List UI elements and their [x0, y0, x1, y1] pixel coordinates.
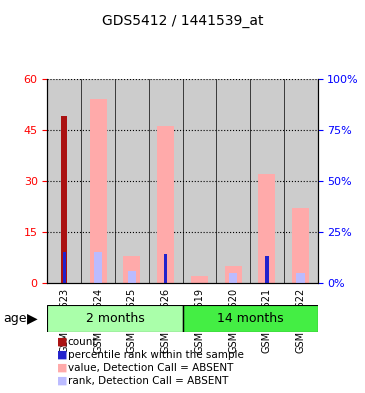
Text: count: count — [68, 337, 97, 347]
Text: value, Detection Call = ABSENT: value, Detection Call = ABSENT — [68, 363, 233, 373]
Bar — [63, 252, 66, 283]
Bar — [225, 266, 242, 283]
Text: percentile rank within the sample: percentile rank within the sample — [68, 350, 243, 360]
Bar — [216, 79, 250, 283]
Bar — [123, 256, 140, 283]
Bar — [284, 79, 318, 283]
Text: ■: ■ — [57, 363, 67, 373]
Text: GDS5412 / 1441539_at: GDS5412 / 1441539_at — [102, 14, 263, 28]
Text: 2 months: 2 months — [86, 312, 144, 325]
Bar — [229, 273, 237, 283]
Bar — [47, 79, 81, 283]
Bar — [90, 99, 107, 283]
Bar — [149, 79, 182, 283]
Bar — [265, 256, 269, 283]
Bar — [94, 252, 102, 283]
Bar — [292, 208, 309, 283]
Bar — [191, 276, 208, 283]
FancyBboxPatch shape — [47, 305, 182, 332]
Bar — [296, 273, 305, 283]
Bar — [61, 116, 67, 283]
Bar — [258, 174, 275, 283]
Bar — [81, 79, 115, 283]
Text: rank, Detection Call = ABSENT: rank, Detection Call = ABSENT — [68, 376, 228, 386]
FancyBboxPatch shape — [182, 305, 318, 332]
Bar — [164, 254, 167, 283]
Text: ▶: ▶ — [27, 311, 38, 325]
Text: ■: ■ — [57, 350, 67, 360]
Text: ■: ■ — [57, 376, 67, 386]
Bar — [115, 79, 149, 283]
Bar — [250, 79, 284, 283]
Bar — [182, 79, 216, 283]
Bar — [128, 271, 136, 283]
Text: age: age — [4, 312, 27, 325]
Bar — [157, 126, 174, 283]
Text: ■: ■ — [57, 337, 67, 347]
Text: 14 months: 14 months — [217, 312, 283, 325]
